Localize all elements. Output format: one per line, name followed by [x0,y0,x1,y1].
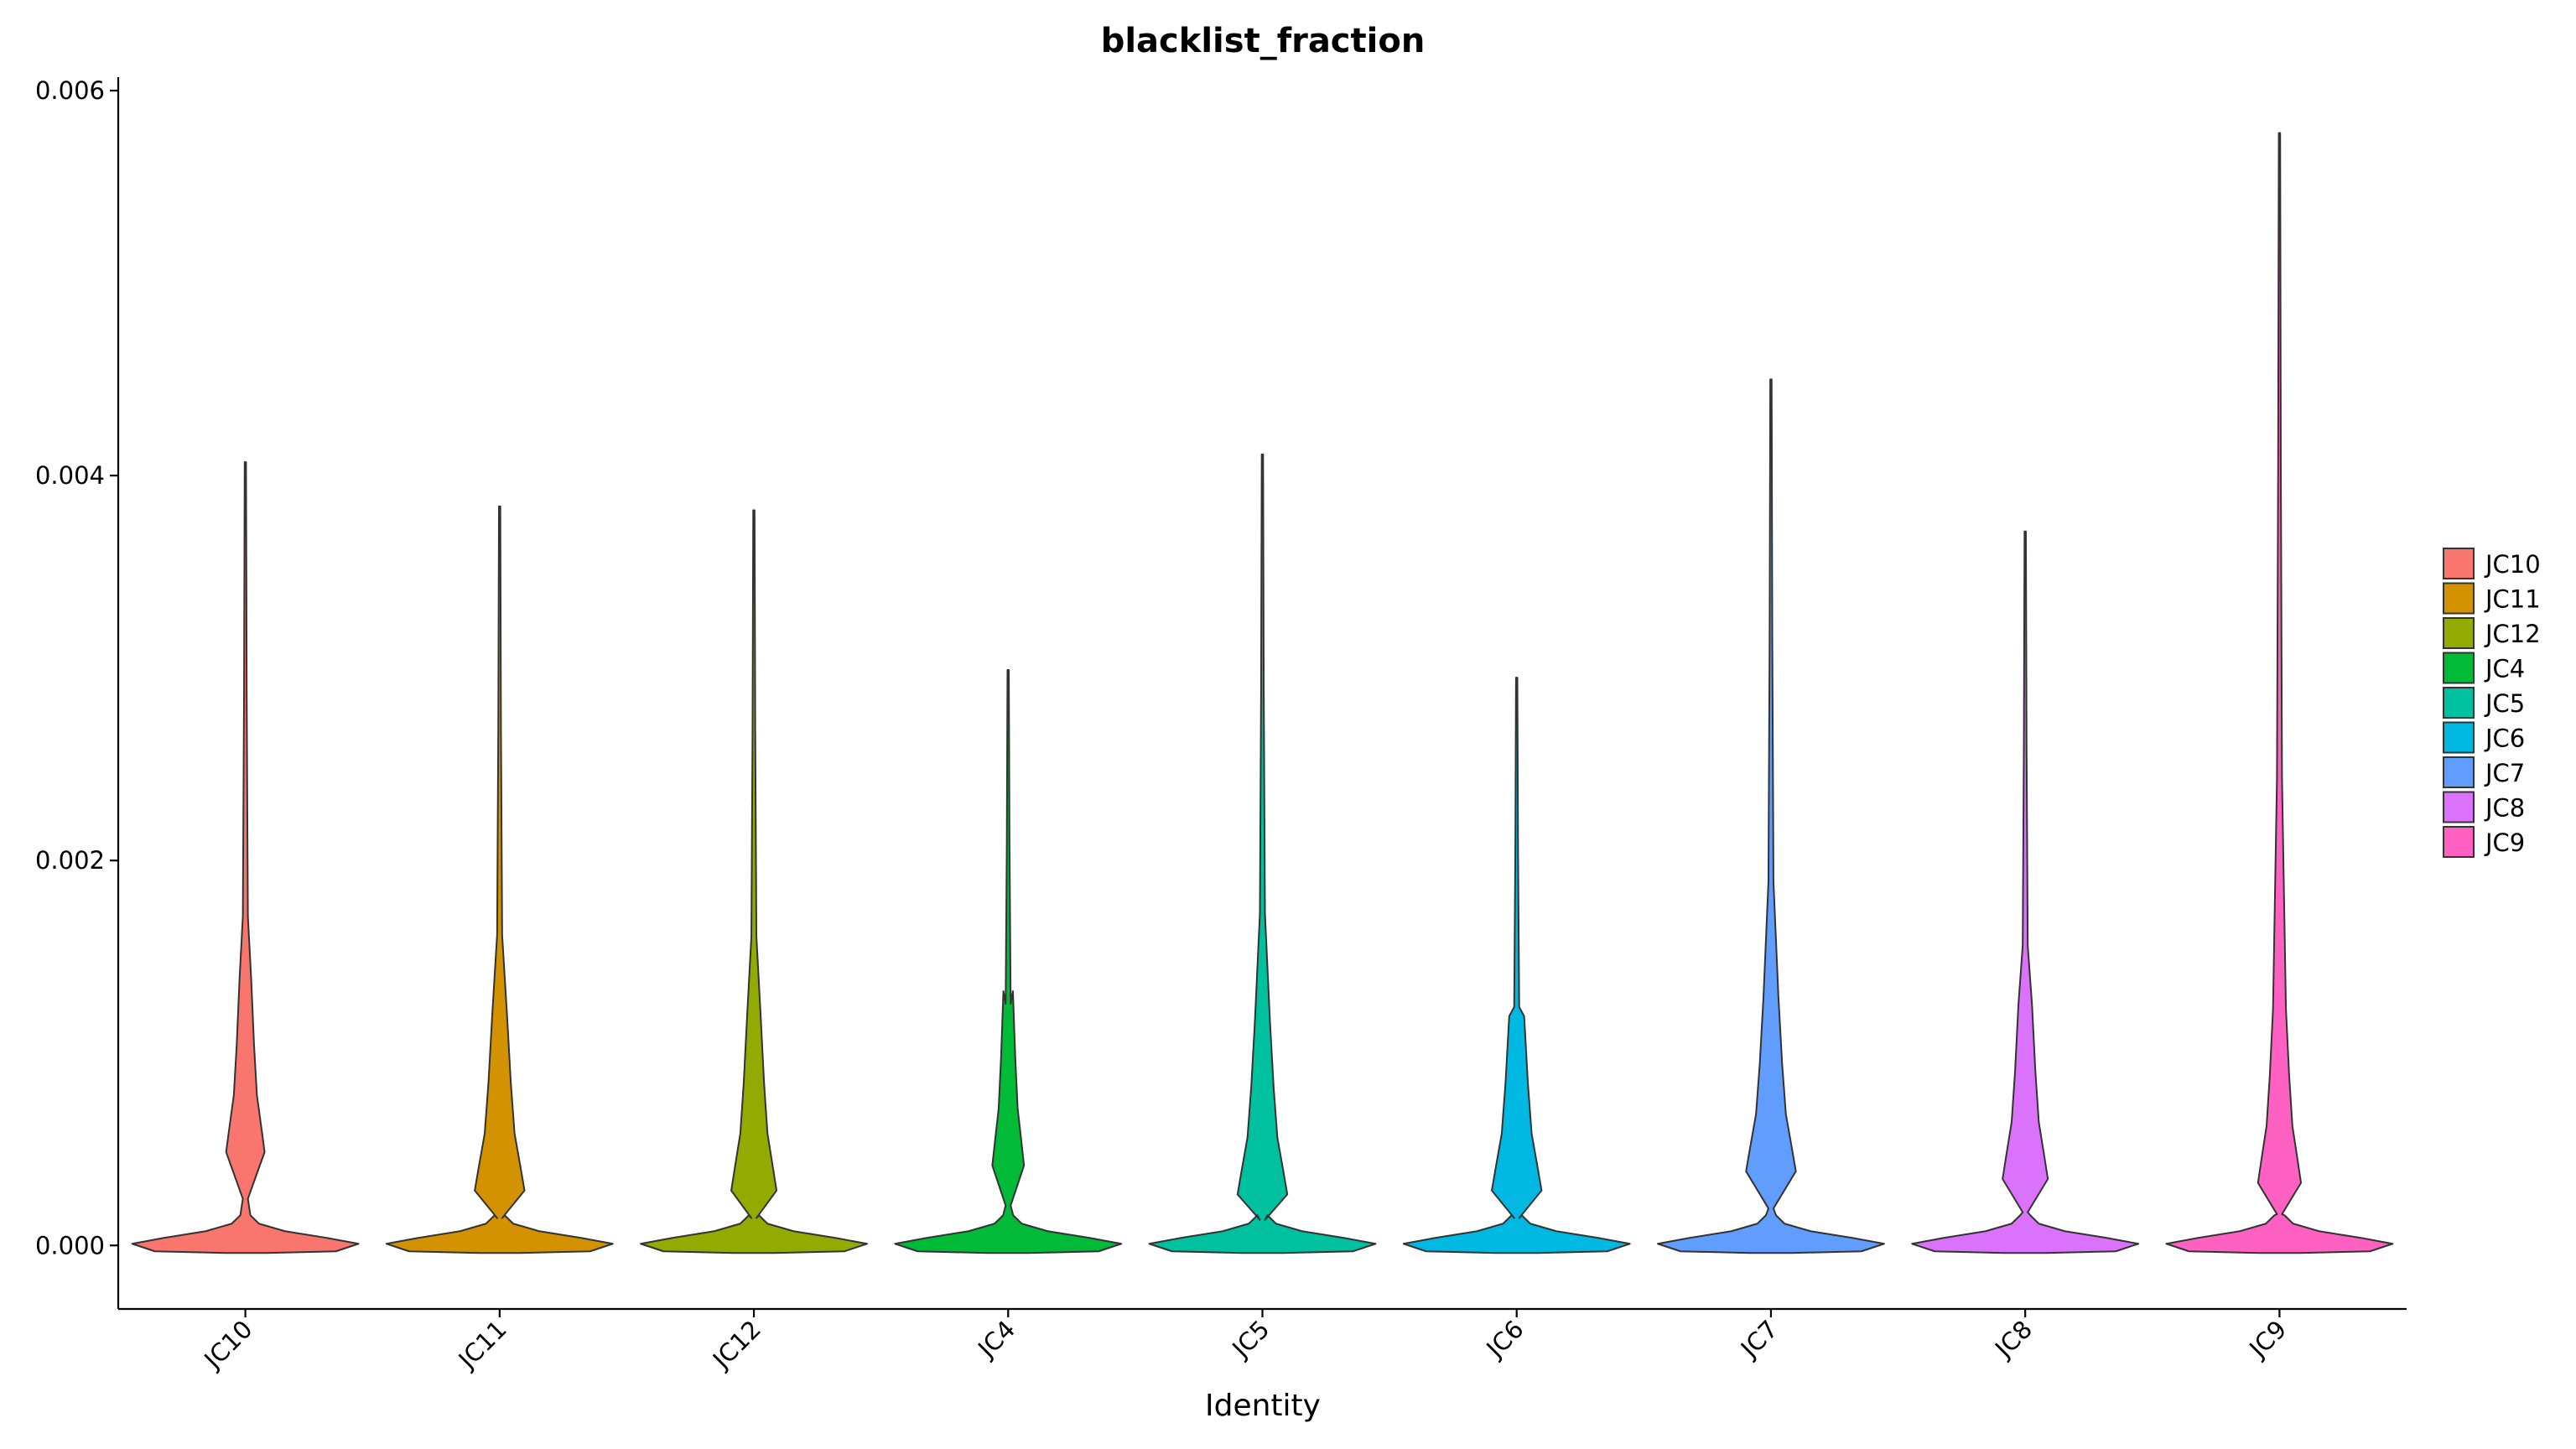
legend-swatch-jc6 [2443,721,2475,754]
x-tick-label: JC7 [1734,1315,1784,1364]
y-tick-label: 0.004 [35,461,105,490]
legend-label: JC6 [2484,724,2525,753]
x-tick-label: JC12 [706,1315,766,1375]
legend-swatch-jc8 [2443,791,2475,823]
legend-label: JC10 [2484,550,2541,579]
legend-swatch-jc4 [2443,652,2475,684]
axes-group: 0.000 0.002 0.004 0.006 JC10 JC11 JC12 JC4 JC5 JC… [35,76,2407,1375]
violin-jc6 [1402,677,1631,1254]
x-tick-label: JC5 [1226,1315,1275,1364]
legend-swatch-jc5 [2443,687,2475,719]
x-tick-label: JC8 [1988,1315,2038,1364]
legend-label: JC11 [2484,585,2541,614]
violin-jc8 [1911,530,2140,1254]
violin-jc12 [640,509,868,1254]
x-tick-label: JC9 [2242,1315,2292,1364]
x-axis-title: Identity [1205,1389,1321,1423]
violin-jc7 [1657,378,1885,1254]
x-tick-label: JC6 [1480,1315,1530,1364]
legend-label: JC5 [2484,689,2525,718]
legend-swatch-jc9 [2443,826,2475,858]
violin-jc4 [894,668,1123,1254]
legend-swatch-jc12 [2443,617,2475,649]
violin-jc5 [1148,453,1377,1254]
legend-label: JC4 [2484,655,2525,683]
legend-swatch-jc11 [2443,582,2475,615]
legend-label: JC8 [2484,794,2525,823]
legend: JC10 JC11 JC12 JC4 JC5 JC6 JC7 JC8 JC9 [2443,548,2541,858]
x-tick-label: JC11 [452,1315,512,1375]
y-tick-label: 0.002 [35,846,105,875]
x-tick-label: JC10 [198,1315,258,1375]
legend-label: JC12 [2484,620,2541,648]
legend-label: JC7 [2484,759,2525,787]
x-tick-label: JC4 [971,1315,1021,1364]
y-tick-label: 0.006 [35,76,105,105]
violin-jc11 [385,505,614,1254]
legend-label: JC9 [2484,828,2525,857]
violins-group [131,132,2394,1254]
legend-swatch-jc10 [2443,548,2475,579]
violin-jc9 [2165,132,2394,1254]
legend-swatch-jc7 [2443,756,2475,788]
violin-jc10 [131,461,360,1254]
chart-title: blacklist_fraction [1101,22,1426,60]
y-tick-label: 0.000 [35,1231,105,1259]
